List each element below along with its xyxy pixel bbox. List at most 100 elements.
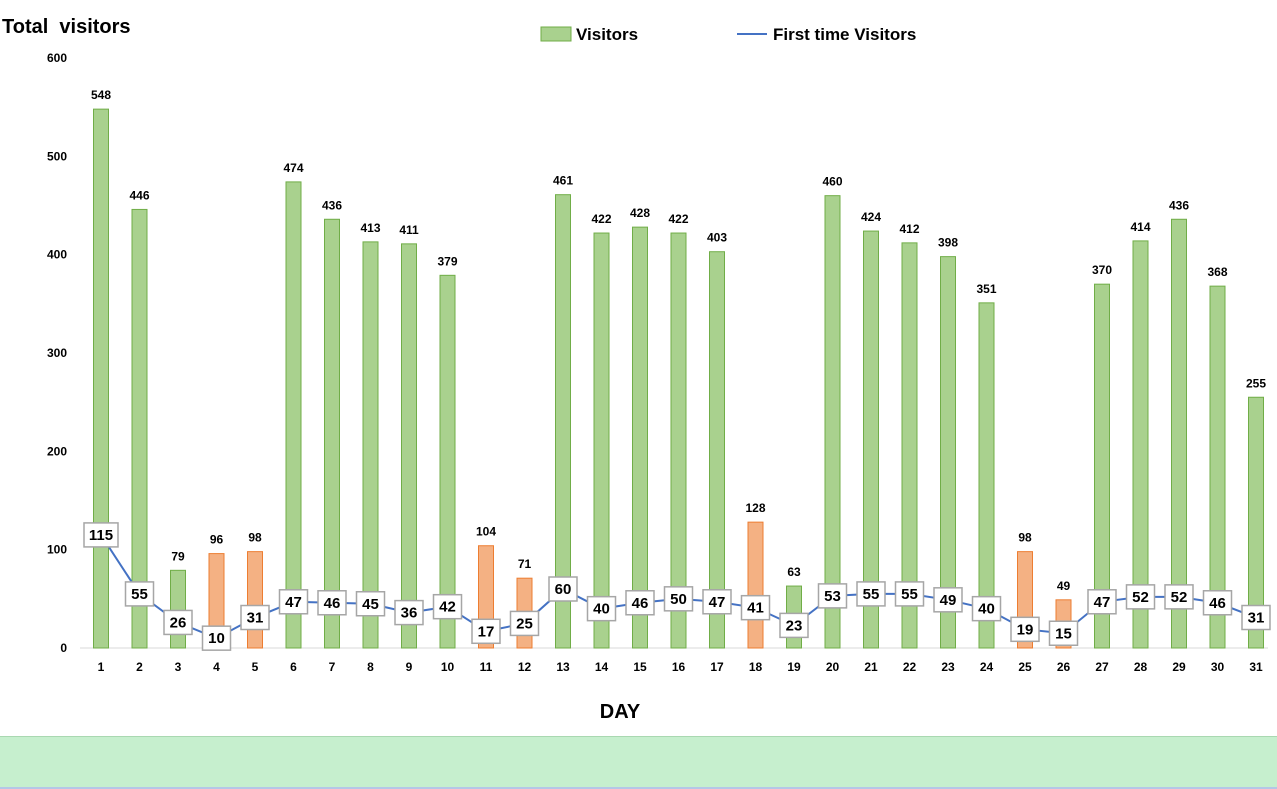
bar-value-label: 413 [360, 221, 380, 235]
bar-value-label: 63 [787, 565, 801, 579]
y-tick-label: 100 [47, 543, 67, 557]
line-value-label: 40 [593, 601, 610, 618]
x-tick-label: 23 [941, 660, 955, 674]
line-value-label: 26 [170, 614, 187, 631]
bar-value-label: 446 [129, 188, 149, 202]
line-value-label: 19 [1017, 621, 1034, 638]
line-point-day-20: 53 [817, 583, 848, 609]
x-tick-label: 27 [1095, 660, 1109, 674]
visitors-chart: Total visitors Visitors First time Visit… [2, 16, 1271, 723]
line-label-box [1087, 589, 1117, 615]
line-label-box [702, 589, 732, 615]
bar-day-13 [555, 194, 571, 649]
x-tick-label: 3 [175, 660, 182, 674]
line-value-label: 115 [89, 527, 113, 544]
bar-value-label: 79 [171, 549, 185, 563]
x-tick-label: 16 [672, 660, 686, 674]
line-value-label: 15 [1055, 625, 1072, 642]
x-tick-label: 8 [367, 660, 374, 674]
line-point-day-21: 55 [856, 581, 886, 607]
line-point-day-28: 52 [1125, 584, 1156, 610]
x-tick-label: 25 [1018, 660, 1032, 674]
bar-value-label: 411 [399, 223, 419, 237]
line-value-label: 55 [131, 586, 148, 603]
line-point-day-18: 41 [740, 594, 771, 621]
x-tick-label: 12 [518, 660, 532, 674]
line-value-label: 52 [1171, 589, 1188, 606]
legend: Visitors First time Visitors [540, 25, 916, 44]
bar-value-label: 436 [322, 198, 342, 212]
line-label-box [432, 593, 463, 620]
line-label-box [163, 609, 193, 636]
bar-value-label: 71 [518, 557, 532, 571]
bar-day-21 [863, 230, 879, 649]
line-value-label: 10 [208, 630, 225, 647]
line-value-label: 55 [863, 586, 880, 603]
line-label-box [509, 610, 540, 637]
y-tick-label: 500 [47, 149, 67, 163]
line-value-label: 55 [901, 586, 918, 603]
line-label-box [933, 587, 963, 613]
x-tick-label: 24 [980, 660, 994, 674]
line-point-day-3: 26 [163, 609, 193, 636]
line-label-box [548, 576, 578, 602]
x-tick-label: 9 [406, 660, 413, 674]
x-axis-label: DAY [600, 701, 641, 723]
footer-band [0, 736, 1277, 789]
line-value-label: 60 [555, 581, 572, 598]
bar-day-8 [362, 241, 379, 649]
line-label-box [1202, 590, 1233, 616]
line-point-day-25: 19 [1010, 616, 1040, 643]
bar-day-7 [324, 218, 340, 649]
line-point-day-15: 46 [625, 590, 655, 616]
x-tick-label: 20 [826, 660, 840, 674]
line-label-box [740, 594, 771, 621]
line-value-label: 31 [1248, 610, 1265, 627]
line-label-box [856, 581, 886, 607]
line-value-label: 41 [747, 600, 764, 617]
x-tick-label: 15 [633, 660, 647, 674]
line-label-box [817, 583, 848, 609]
line-point-day-5: 31 [240, 604, 270, 631]
line-point-day-14: 40 [586, 595, 617, 622]
line-label-box [894, 581, 925, 607]
x-tick-label: 4 [213, 660, 220, 674]
bar-value-label: 98 [1018, 531, 1032, 545]
line-label-box [971, 595, 1002, 622]
bar-day-3 [170, 569, 186, 649]
x-tick-label: 2 [136, 660, 143, 674]
bar-value-label: 398 [938, 236, 958, 250]
line-label-box [83, 522, 119, 548]
line-label-box [240, 604, 270, 631]
line-value-label: 47 [1094, 594, 1111, 611]
bar-day-1 [93, 108, 109, 649]
bar-value-label: 474 [283, 161, 303, 175]
x-tick-label: 21 [864, 660, 878, 674]
x-tick-label: 10 [441, 660, 455, 674]
x-tick-label: 1 [98, 660, 105, 674]
line-value-label: 50 [670, 591, 687, 608]
x-tick-label: 26 [1057, 660, 1071, 674]
bar-value-label: 461 [553, 174, 573, 188]
line-label-box [663, 586, 694, 612]
y-tick-label: 400 [47, 248, 67, 262]
line-value-label: 25 [516, 615, 533, 632]
bar-value-label: 370 [1092, 263, 1112, 277]
line-label-box [779, 612, 809, 639]
x-tick-label: 11 [480, 660, 493, 674]
line-label-box [124, 581, 155, 607]
line-point-day-8: 45 [355, 591, 386, 617]
line-value-label: 46 [1209, 595, 1226, 612]
x-tick-label: 19 [787, 660, 801, 674]
bar-value-label: 379 [437, 254, 457, 268]
line-value-label: 17 [478, 623, 495, 640]
line-point-day-29: 52 [1164, 584, 1194, 610]
bar-value-label: 351 [976, 282, 996, 296]
bar-day-23 [940, 256, 956, 649]
y-tick-label: 200 [47, 444, 67, 458]
line-point-day-22: 55 [894, 581, 925, 607]
bar-day-6 [285, 181, 302, 649]
bar-value-label: 424 [861, 210, 881, 224]
line-value-label: 31 [247, 610, 264, 627]
bar-value-label: 414 [1130, 220, 1150, 234]
